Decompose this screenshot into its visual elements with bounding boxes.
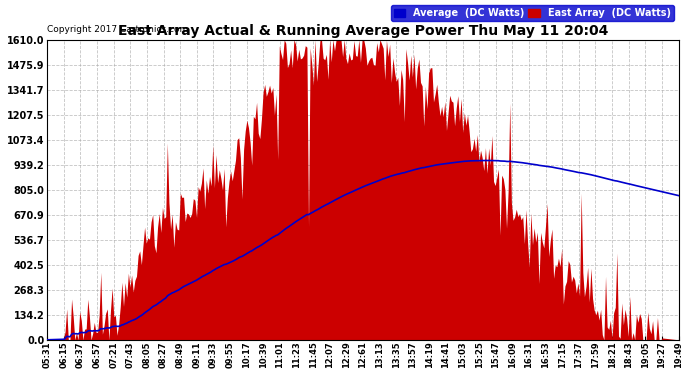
Title: East Array Actual & Running Average Power Thu May 11 20:04: East Array Actual & Running Average Powe… <box>118 24 608 39</box>
Legend: Average  (DC Watts), East Array  (DC Watts): Average (DC Watts), East Array (DC Watts… <box>391 6 673 21</box>
Text: Copyright 2017 Cartronics.com: Copyright 2017 Cartronics.com <box>47 25 188 34</box>
